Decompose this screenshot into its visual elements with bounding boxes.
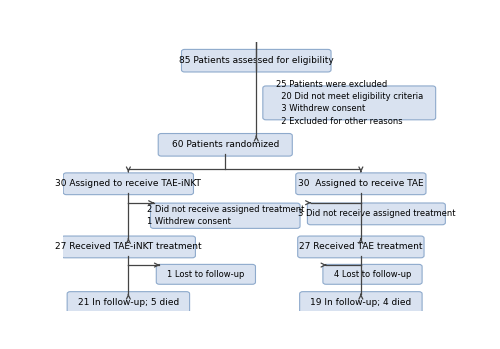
FancyBboxPatch shape — [263, 86, 436, 120]
FancyBboxPatch shape — [182, 50, 331, 72]
FancyBboxPatch shape — [298, 236, 424, 258]
FancyBboxPatch shape — [323, 265, 422, 284]
Text: 3 Did not receive assigned treatment: 3 Did not receive assigned treatment — [298, 209, 455, 218]
FancyBboxPatch shape — [156, 265, 256, 284]
FancyBboxPatch shape — [62, 236, 196, 258]
Text: 27 Received TAE-iNKT treatment: 27 Received TAE-iNKT treatment — [55, 243, 202, 251]
Text: 30  Assigned to receive TAE: 30 Assigned to receive TAE — [298, 179, 424, 188]
FancyBboxPatch shape — [158, 134, 292, 156]
FancyBboxPatch shape — [296, 173, 426, 195]
FancyBboxPatch shape — [308, 203, 446, 225]
Text: 2 Did not receive assigned treatment
1 Withdrew consent: 2 Did not receive assigned treatment 1 W… — [146, 205, 304, 226]
Text: 30 Assigned to receive TAE-iNKT: 30 Assigned to receive TAE-iNKT — [56, 179, 202, 188]
Text: 1 Lost to follow-up: 1 Lost to follow-up — [167, 270, 244, 279]
Text: 21 In follow-up; 5 died: 21 In follow-up; 5 died — [78, 298, 179, 307]
FancyBboxPatch shape — [64, 173, 194, 195]
Text: 85 Patients assessed for eligibility: 85 Patients assessed for eligibility — [179, 56, 334, 65]
FancyBboxPatch shape — [150, 203, 300, 228]
Text: 19 In follow-up; 4 died: 19 In follow-up; 4 died — [310, 298, 412, 307]
Text: 60 Patients randomized: 60 Patients randomized — [172, 140, 279, 149]
FancyBboxPatch shape — [300, 292, 422, 313]
FancyBboxPatch shape — [67, 292, 190, 313]
Text: 4 Lost to follow-up: 4 Lost to follow-up — [334, 270, 411, 279]
Text: 27 Received TAE treatment: 27 Received TAE treatment — [299, 243, 422, 251]
Text: 25 Patients were excluded
  20 Did not meet eligibility criteria
  3 Withdrew co: 25 Patients were excluded 20 Did not mee… — [276, 80, 423, 126]
